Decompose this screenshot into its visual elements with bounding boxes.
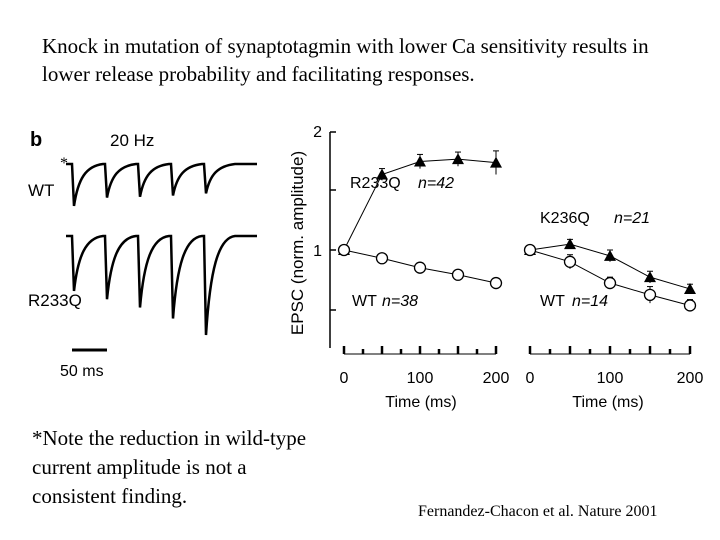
x-tick-label: 0 [526,370,535,387]
data-point-circle [413,261,427,274]
data-point-triangle [452,153,464,165]
x-axis-label-chart2: Time (ms) [572,394,643,411]
time-scale-label: 50 ms [60,363,104,380]
data-point-circle [683,299,697,312]
citation: Fernandez-Chacon et al. Nature 2001 [418,503,658,520]
series-label-k236q: K236Q [540,210,590,227]
data-point-circle [563,255,577,268]
x-tick-label: 200 [677,370,704,387]
traces-panel: b 20 Hz * WT R233Q 50 ms [28,129,257,380]
slide-title: Knock in mutation of synaptotagmin with … [42,34,649,86]
x-tick-label: 100 [407,370,434,387]
x-axis-label-chart1: Time (ms) [385,394,456,411]
x-axis-chart2: 0 100 200 [526,346,704,387]
data-point-triangle [490,156,502,168]
chart-k236q: K236Q n=21 WT n=14 0 100 200 Time (ms) [523,210,704,411]
series-label-wt1: WT [352,293,377,310]
data-point-triangle [684,282,696,294]
data-point-circle [337,243,351,257]
series-label-wt2: WT [540,293,565,310]
data-point-circle [643,288,657,301]
footnote: *Note the reduction in wild-type current… [32,426,307,508]
series-line [343,158,497,251]
x-tick-label: 200 [483,370,510,387]
frequency-label: 20 Hz [110,131,154,150]
series-n-r233q: n=42 [418,175,454,192]
data-point-circle [603,276,617,290]
data-point-circle [451,268,465,281]
series-n-wt1: n=38 [382,293,418,310]
chart-r233q: EPSC (norm. amplitude) 2 1 R233Q n=42 WT… [288,124,509,411]
data-point-triangle [604,249,616,261]
data-point-triangle [564,238,576,250]
data-point-circle [375,252,389,265]
wt-trace-label: WT [28,181,54,200]
y-tick-label-1: 1 [313,243,322,260]
series-chart2 [523,238,697,312]
r233q-trace-label: R233Q [28,291,82,310]
wt-trace [66,162,257,207]
x-tick-label: 100 [597,370,624,387]
data-point-triangle [414,155,426,167]
x-tick-label: 0 [340,370,349,387]
data-point-triangle [376,168,388,180]
series-chart1 [337,150,503,290]
x-axis-chart1: 0 100 200 [340,346,510,387]
trace-line [66,162,257,207]
data-point-triangle [644,271,656,283]
asterisk: * [60,155,68,172]
r233q-trace [66,234,257,336]
panel-label: b [30,129,42,151]
series-n-wt2: n=14 [572,293,608,310]
data-point-circle [523,243,537,257]
data-point-circle [489,276,503,290]
series-label-r233q: R233Q [350,175,401,192]
series-n-k236q: n=21 [614,210,650,227]
y-tick-label-2: 2 [313,124,322,141]
y-axis-label: EPSC (norm. amplitude) [288,151,307,335]
trace-line [66,234,257,336]
